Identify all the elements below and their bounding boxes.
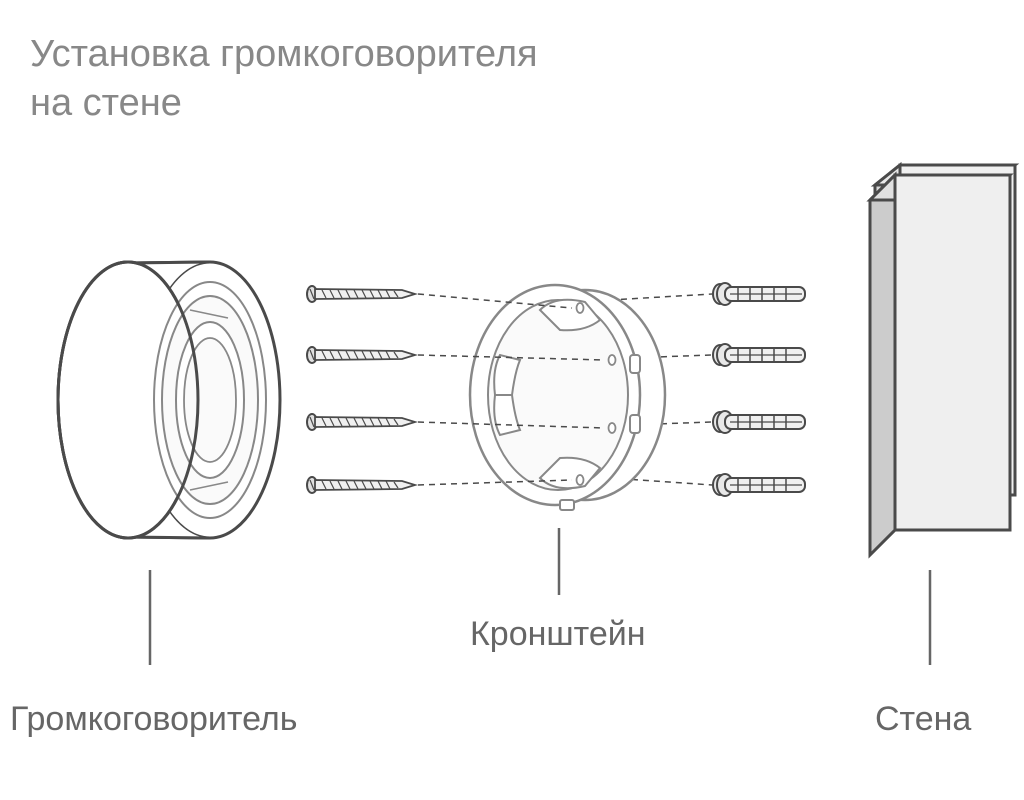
anchor-2	[713, 344, 805, 366]
anchor-1	[713, 283, 805, 305]
loudspeaker	[58, 262, 280, 538]
screw-1	[307, 286, 415, 302]
label-speaker: Громкоговоритель	[10, 700, 297, 739]
screw-3	[307, 414, 415, 430]
assembly-diagram	[0, 0, 1024, 800]
label-wall: Стена	[875, 700, 971, 739]
wall-slab	[870, 175, 1010, 555]
anchor-4	[713, 474, 805, 496]
screw-4	[307, 477, 415, 493]
screws-group	[307, 286, 415, 493]
mounting-bracket	[470, 285, 665, 510]
anchor-3	[713, 411, 805, 433]
anchors-group	[713, 283, 805, 496]
screw-2	[307, 347, 415, 363]
label-bracket: Кронштейн	[470, 615, 646, 654]
